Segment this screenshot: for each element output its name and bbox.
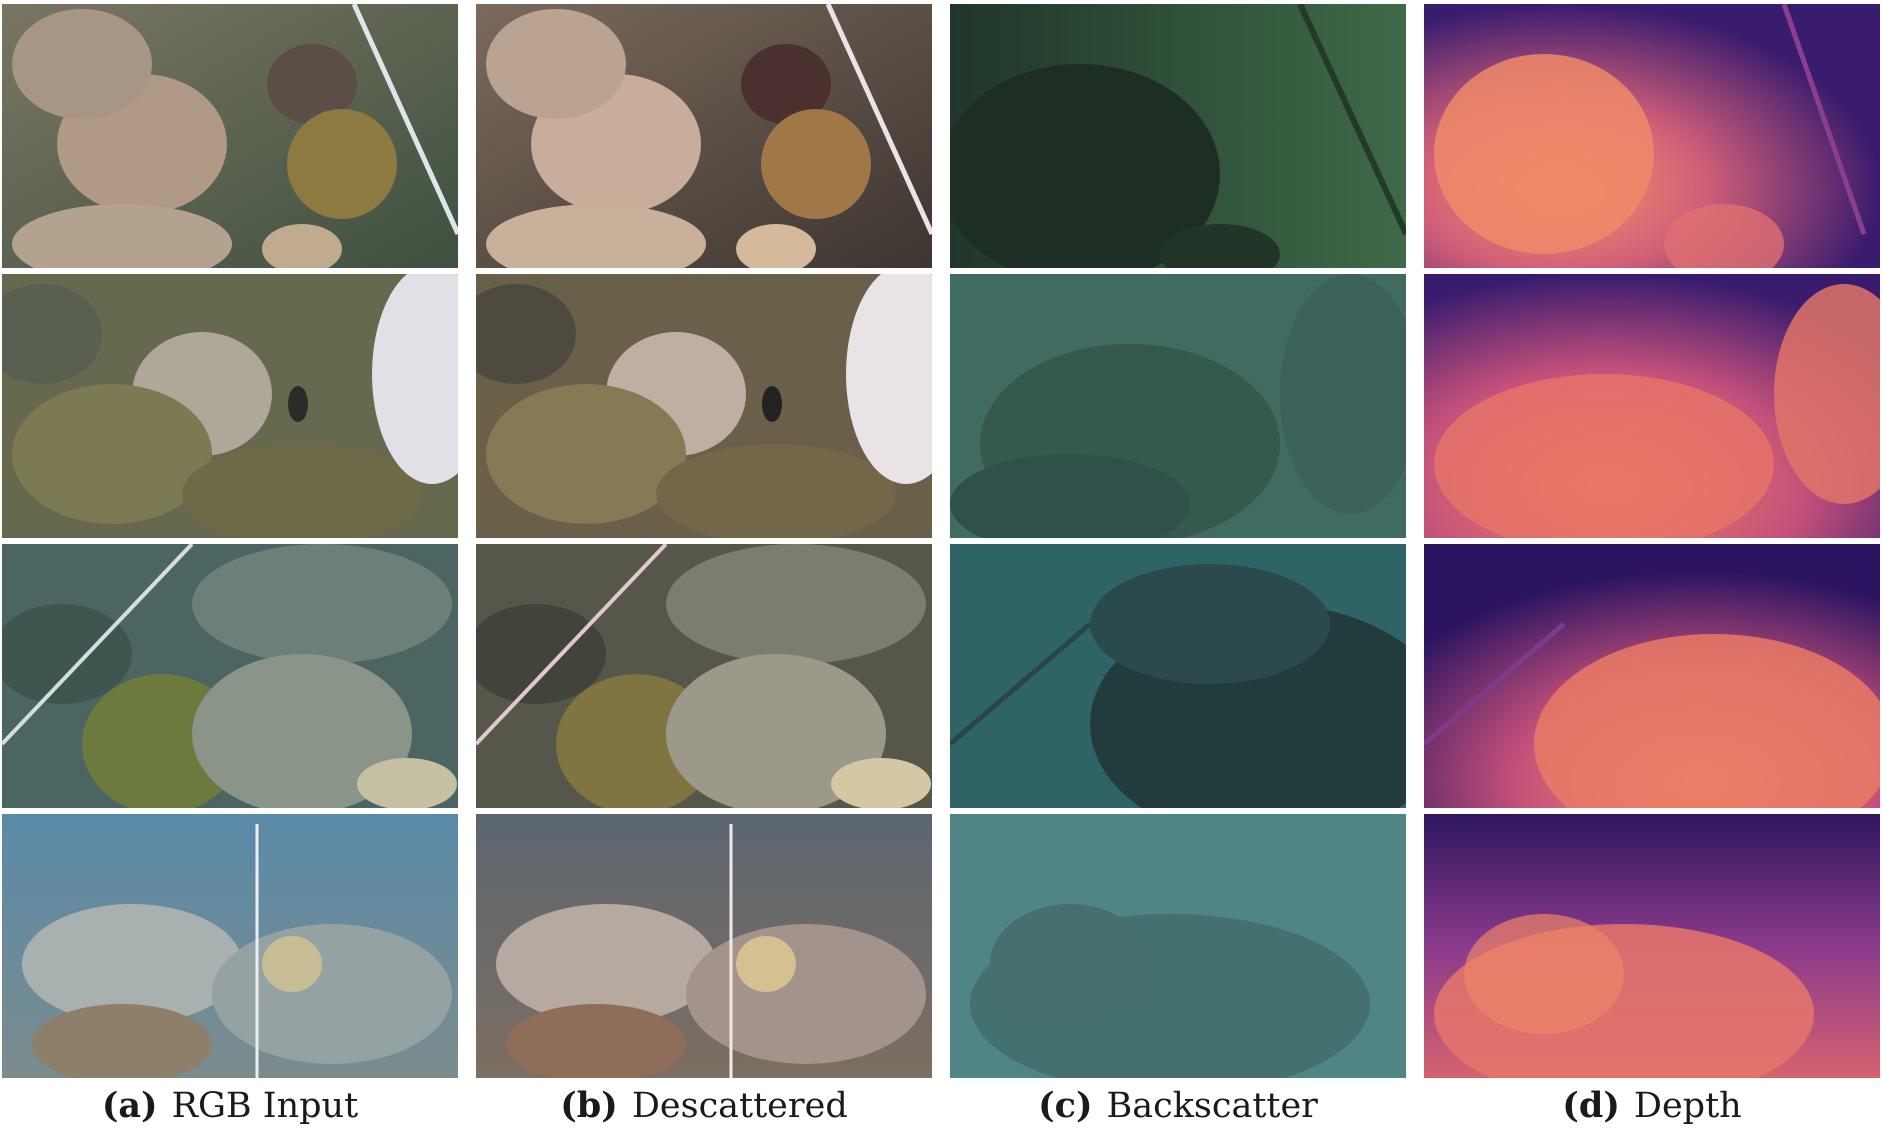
caption-title: Backscatter (1106, 1086, 1318, 1126)
caption-depth: (d) Depth (1424, 1084, 1880, 1128)
rgb-input-row2-image (2, 274, 458, 538)
backscatter-row3-image (950, 544, 1406, 808)
descattered-row1-image (476, 4, 932, 268)
caption-label: (b) (560, 1085, 618, 1126)
depth-row3-image (1424, 544, 1880, 808)
rgb-input-row4-image (2, 814, 458, 1078)
depth-row4-image (1424, 814, 1880, 1078)
caption-label: (d) (1562, 1085, 1620, 1126)
caption-title: Descattered (631, 1086, 848, 1126)
caption-title: RGB Input (171, 1086, 359, 1126)
rgb-input-row1-image (2, 4, 458, 268)
descattered-row4-image (476, 814, 932, 1078)
rgb-input-row3-image (2, 544, 458, 808)
caption-backscatter: (c) Backscatter (950, 1084, 1406, 1128)
caption-descattered: (b) Descattered (476, 1084, 932, 1128)
backscatter-row1-image (950, 4, 1406, 268)
depth-row1-image (1424, 4, 1880, 268)
caption-rgb-input: (a) RGB Input (2, 1084, 458, 1128)
backscatter-row4-image (950, 814, 1406, 1078)
backscatter-row2-image (950, 274, 1406, 538)
descattered-row2-image (476, 274, 932, 538)
depth-row2-image (1424, 274, 1880, 538)
caption-title: Depth (1633, 1086, 1742, 1126)
caption-label: (a) (101, 1085, 158, 1126)
caption-label: (c) (1038, 1085, 1093, 1126)
descattered-row3-image (476, 544, 932, 808)
